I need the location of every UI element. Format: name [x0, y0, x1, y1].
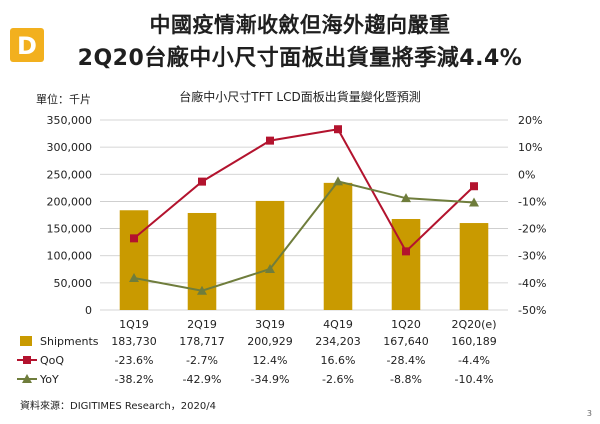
qoq-marker	[198, 177, 206, 186]
y-left-tick-label: 100,000	[47, 250, 93, 263]
source-note: 資料來源：DIGITIMES Research，2020/4	[20, 401, 216, 412]
table-cell-yoy: -2.6%	[322, 373, 354, 386]
x-tick-label: 2Q20(e)	[451, 318, 496, 331]
y-right-tick-label: -20%	[518, 223, 546, 236]
y-left-tick-label: 50,000	[54, 277, 93, 290]
legend-label-yoy: YoY	[39, 373, 59, 386]
table-cell-qoq: 16.6%	[321, 354, 356, 367]
table-cell-qoq: 12.4%	[253, 354, 288, 367]
yoy-marker	[265, 264, 275, 274]
qoq-line	[133, 128, 475, 253]
gridlines	[100, 119, 508, 311]
qoq-marker	[334, 125, 342, 134]
qoq-marker	[266, 136, 274, 145]
y-left-tick-label: 200,000	[47, 195, 93, 208]
y-right-tick-label: 20%	[518, 114, 542, 127]
bar-4q19	[323, 182, 353, 310]
bar-1q19	[119, 210, 149, 310]
page-number: 3	[586, 409, 592, 418]
table-cell-qoq: -2.7%	[186, 354, 218, 367]
data-table: 1Q19 2Q19 3Q19 4Q19 1Q20 2Q20(e) Shipments 183,…	[17, 318, 497, 386]
x-tick-label: 4Q19	[323, 318, 353, 331]
logo-letter: D	[17, 32, 37, 60]
legend-swatch-yoy	[22, 374, 32, 383]
headline-line-2: 2Q20台廠中小尺寸面板出貨量將季減4.4%	[77, 46, 523, 71]
table-cell-shipments: 183,730	[111, 335, 157, 348]
bar-2q20-e	[459, 223, 489, 310]
x-tick-label: 1Q20	[391, 318, 421, 331]
unit-label: 單位：千片	[36, 92, 91, 106]
table-cell-qoq: -4.4%	[458, 354, 490, 367]
y-right-tick-label: -40%	[518, 277, 546, 290]
chart-title: 台廠中小尺寸TFT LCD面板出貨量變化暨預測	[179, 89, 420, 104]
percentage-lines	[129, 125, 479, 295]
y-left-tick-label: 350,000	[47, 114, 93, 127]
yoy-marker	[401, 193, 411, 203]
y-right-tick-label: -10%	[518, 195, 546, 208]
table-cell-shipments: 167,640	[383, 335, 429, 348]
legend-label-shipments: Shipments	[40, 335, 99, 348]
y-left-tick-label: 300,000	[47, 141, 93, 154]
y-left-tick-label: 0	[85, 304, 92, 317]
table-cell-shipments: 160,189	[451, 335, 497, 348]
y-left-tick-label: 250,000	[47, 168, 93, 181]
headline-line-1: 中國疫情漸收斂但海外趨向嚴重	[149, 13, 451, 37]
yoy-marker	[129, 272, 139, 282]
yoy-marker	[333, 176, 343, 186]
table-cell-shipments: 178,717	[179, 335, 225, 348]
table-cell-yoy: -42.9%	[183, 373, 222, 386]
qoq-marker	[130, 234, 138, 243]
yoy-line	[133, 180, 475, 292]
y-axis-right-ticks: -50% -40% -30% -20% -10% 0% 10% 20%	[518, 114, 546, 317]
yoy-marker	[197, 285, 207, 295]
x-tick-label: 3Q19	[255, 318, 285, 331]
table-cell-shipments: 234,203	[315, 335, 361, 348]
legend-swatch-qoq	[23, 356, 31, 364]
table-cell-yoy: -8.8%	[390, 373, 422, 386]
y-right-tick-label: -50%	[518, 304, 546, 317]
y-left-tick-label: 150,000	[47, 223, 93, 236]
legend-label-qoq: QoQ	[40, 354, 64, 367]
table-cell-qoq: -23.6%	[115, 354, 154, 367]
table-cell-yoy: -38.2%	[115, 373, 154, 386]
table-cell-yoy: -34.9%	[251, 373, 290, 386]
y-right-tick-label: -30%	[518, 250, 546, 263]
y-axis-left-ticks: 0 50,000 100,000 150,000 200,000 250,000 300,0…	[47, 114, 93, 317]
y-right-tick-label: 0%	[518, 168, 535, 181]
y-right-tick-label: 10%	[518, 141, 542, 154]
bar-2q19	[187, 212, 217, 310]
table-cell-yoy: -10.4%	[455, 373, 494, 386]
x-tick-label: 2Q19	[187, 318, 217, 331]
yoy-marker	[469, 197, 479, 207]
legend-swatch-shipments	[20, 336, 32, 346]
qoq-marker	[402, 247, 410, 256]
table-cell-shipments: 200,929	[247, 335, 293, 348]
digitimes-logo-icon: D	[10, 28, 44, 62]
x-tick-label: 1Q19	[119, 318, 149, 331]
shipment-bars	[119, 182, 489, 310]
table-cell-qoq: -28.4%	[387, 354, 426, 367]
qoq-marker	[470, 182, 478, 191]
